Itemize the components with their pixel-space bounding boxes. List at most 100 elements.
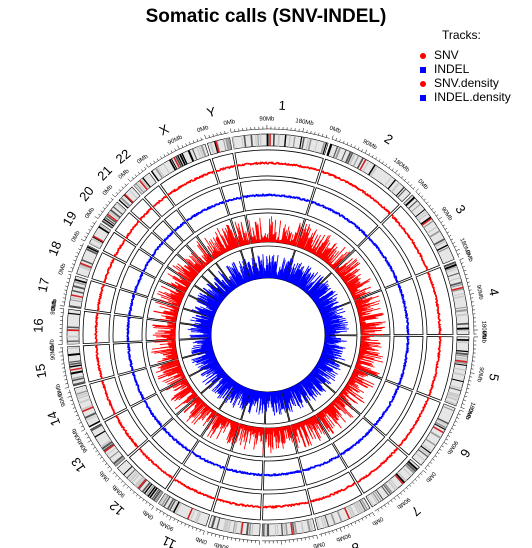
chr7-tick xyxy=(418,476,420,478)
chrX-tick xyxy=(171,150,172,152)
chr4-tick-label: 90Mb xyxy=(475,284,484,301)
chr2-tick xyxy=(362,149,363,151)
chr8-tick xyxy=(348,525,349,527)
chr4-tick xyxy=(464,270,466,271)
chrY-tick xyxy=(225,131,226,133)
chr10-snv-density-bars xyxy=(236,424,264,454)
chr16-tick-label: 0Mb xyxy=(50,338,57,351)
chr16-band xyxy=(67,336,79,338)
chr14-tick xyxy=(77,419,79,420)
chrX-tick xyxy=(201,138,202,140)
chr3-tick xyxy=(447,232,449,233)
chr11-tick xyxy=(156,509,157,511)
chr18-tick xyxy=(80,245,82,246)
chr3-tick xyxy=(429,205,431,207)
chr14-tick xyxy=(81,426,83,427)
chr21-label: 21 xyxy=(94,163,115,184)
chr5-track-frame-1 xyxy=(417,336,453,400)
chr11-tick xyxy=(174,519,175,521)
chr9-snv-density-bars xyxy=(265,425,292,453)
chr7-tick xyxy=(400,493,402,495)
chr12-tick xyxy=(151,506,153,509)
chr2-tick xyxy=(382,162,383,164)
chr11-snv-points xyxy=(174,479,216,500)
chr2-tick xyxy=(376,157,377,159)
chr16-snv-points xyxy=(94,313,99,344)
chr8-indel-points xyxy=(302,455,339,471)
chr2-tick xyxy=(386,164,387,166)
chr4-tick xyxy=(470,293,474,294)
chr6-tick xyxy=(450,432,452,433)
chrX-tick xyxy=(154,161,155,163)
chr18-tick xyxy=(72,264,74,265)
chr20-tick xyxy=(111,198,113,200)
chr2-tick-label: 0Mb xyxy=(328,126,342,136)
chr14-tick xyxy=(71,404,73,405)
chr21-tick xyxy=(119,189,121,191)
chr8-tick-label: 0Mb xyxy=(370,515,384,526)
chr20-snv-points xyxy=(126,221,140,239)
chr7-tick xyxy=(384,505,385,507)
chrX-indel-points xyxy=(186,201,225,221)
chr21-tick xyxy=(122,186,124,188)
chr13-tick xyxy=(108,467,110,469)
chr2-tick xyxy=(354,146,355,148)
chrY-tick xyxy=(213,134,214,136)
chr15-snv-points xyxy=(95,344,103,379)
chr4-tick xyxy=(463,266,465,267)
chr2-tick xyxy=(401,176,403,178)
chrY-tick xyxy=(209,135,210,137)
chr7-tick xyxy=(381,507,382,509)
chr3-tick xyxy=(426,202,428,204)
chr11-tick xyxy=(163,513,164,515)
chr3-tick xyxy=(419,193,421,195)
chr8-tick xyxy=(329,532,330,534)
chr7-tick-label: 0Mb xyxy=(424,470,437,483)
chr3-tick xyxy=(454,246,456,247)
chr2-tick xyxy=(351,144,352,146)
chr8-tick xyxy=(373,512,375,515)
chr4-tick xyxy=(465,274,467,275)
chr19-tick-label: 0Mb xyxy=(71,230,82,244)
chr9-tick xyxy=(317,535,318,539)
chrX-tick xyxy=(167,152,168,154)
chr19-tick xyxy=(86,233,88,234)
chr2-tick-label: 180Mb xyxy=(392,158,411,174)
chr14-tick xyxy=(76,415,78,416)
chr14-track-frame-2 xyxy=(119,368,156,406)
chr1-band xyxy=(267,134,269,146)
chr7-label: 7 xyxy=(408,503,423,519)
chr12-tick xyxy=(133,492,135,494)
chr6-snv-points xyxy=(398,397,429,447)
chr12-tick xyxy=(127,487,129,489)
chr2-tick xyxy=(332,135,333,139)
chr6-tick-label: 90Mb xyxy=(445,439,458,456)
chr11-tick xyxy=(185,524,186,526)
chr3-tick-label: 0Mb xyxy=(416,179,429,192)
chr7-tick xyxy=(378,509,379,511)
chr9-tick-label: 0Mb xyxy=(312,540,325,548)
chr17-snv-points xyxy=(97,284,105,312)
chr3-tick xyxy=(441,221,443,222)
chr12-tick xyxy=(130,489,132,491)
chr11-tick xyxy=(200,530,201,532)
chr20-indel-points xyxy=(152,242,163,257)
chr2-tick-label: 90Mb xyxy=(361,139,378,152)
chr11-tick xyxy=(192,527,193,529)
chr6-tick xyxy=(453,425,455,426)
chr8-snv-points xyxy=(310,482,356,502)
chr3-tick xyxy=(449,235,451,236)
chr4-label: 4 xyxy=(486,287,502,297)
chr12-track-frame-2 xyxy=(152,418,198,463)
chr5-tick xyxy=(469,381,471,382)
chr8-tick-label: 90Mb xyxy=(335,531,352,542)
chr8-tick xyxy=(355,522,356,524)
chr20-tick xyxy=(98,214,100,215)
chr14-tick xyxy=(74,411,76,412)
chrX-tick xyxy=(175,149,176,151)
chr2-tick xyxy=(404,179,406,181)
chr4-tick xyxy=(460,258,464,259)
chr8-tick xyxy=(369,514,370,516)
chr12-tick xyxy=(115,475,117,477)
chrX-tick xyxy=(189,142,190,144)
